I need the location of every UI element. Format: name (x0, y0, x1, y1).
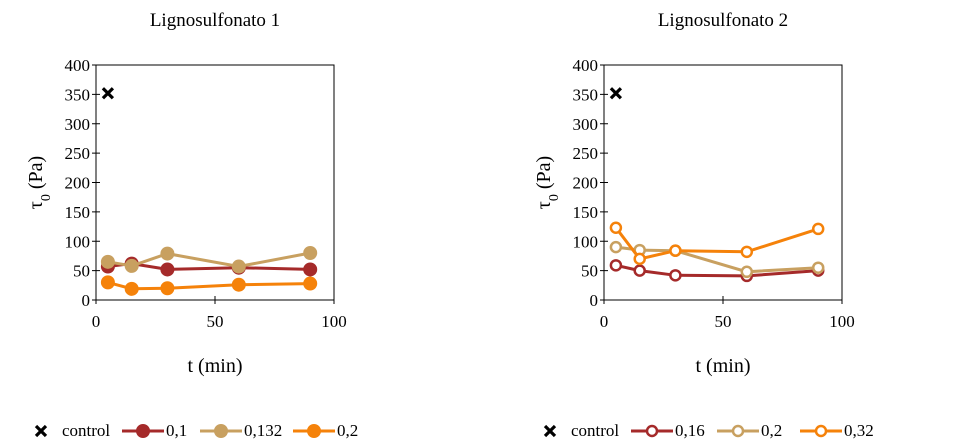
x-tick-label: 0 (92, 312, 101, 331)
y-tick-label: 0 (82, 291, 91, 310)
legend-label: 0,1 (166, 421, 187, 440)
legend-marker (307, 424, 321, 438)
y-tick-label: 150 (65, 203, 91, 222)
y-tick-label: 400 (573, 56, 599, 75)
legend-label: 0,2 (337, 421, 358, 440)
y-tick-label: 0 (590, 291, 599, 310)
legend-control-marker (543, 424, 557, 438)
legend-control-label: control (62, 421, 110, 440)
legend-marker (645, 424, 659, 438)
data-point (740, 245, 754, 259)
legend-label: 0,132 (244, 421, 282, 440)
y-tick-label: 50 (581, 262, 598, 281)
legend-label: 0,16 (675, 421, 705, 440)
data-point (811, 261, 825, 274)
data-point (303, 262, 318, 277)
y-tick-label: 300 (573, 115, 599, 134)
chart-panel-2: Lignosulfonato 2 0 50 100 150 200 250 300 350 400… (533, 10, 874, 440)
data-point (633, 264, 646, 277)
y-tick-label: 250 (573, 144, 599, 163)
control-point (101, 87, 115, 100)
y-tick-label: 200 (573, 174, 599, 193)
data-point (124, 281, 139, 296)
y-tick-label: 350 (65, 85, 91, 104)
y-tick-label: 150 (573, 203, 599, 222)
data-point (160, 246, 175, 261)
legend-marker (731, 424, 745, 438)
y-tick-label: 100 (65, 232, 91, 251)
x-tick-label: 100 (321, 312, 347, 331)
y-tick-label: 300 (65, 115, 91, 134)
chart-title: Lignosulfonato 2 (658, 10, 788, 31)
data-point (160, 262, 175, 277)
legend-marker (136, 424, 150, 438)
y-tick-label: 50 (73, 262, 90, 281)
control-point (609, 87, 623, 100)
data-point (669, 244, 682, 257)
y-tick-label: 100 (573, 232, 599, 251)
legend-label: 0,2 (761, 421, 782, 440)
y-tick-label: 400 (65, 56, 91, 75)
chart-title: Lignosulfonato 1 (150, 10, 280, 31)
data-point (100, 254, 115, 269)
data-point (231, 259, 246, 274)
data-point (609, 221, 623, 234)
data-point (609, 240, 623, 254)
y-tick-label: 250 (65, 144, 91, 163)
legend: control 0,1 0,132 0,2 (34, 421, 358, 440)
y-axis-label: τ0 (Pa) (25, 156, 54, 209)
data-point (633, 252, 646, 266)
data-point (100, 275, 115, 290)
legend: control 0,16 0,2 0,32 (543, 421, 874, 440)
chart-panel-1: Lignosulfonato 1 0 50 100 150 200 250 300 350 400… (25, 10, 358, 440)
data-point (740, 265, 754, 279)
data-point (609, 259, 623, 272)
legend-control-label: control (571, 421, 619, 440)
x-tick-label: 0 (600, 312, 609, 331)
data-point (811, 222, 825, 236)
data-point (303, 246, 318, 260)
series-line-0,32 (614, 226, 819, 261)
legend-marker (214, 424, 228, 438)
y-axis-label: τ0 (Pa) (533, 156, 562, 209)
y-tick-label: 200 (65, 174, 91, 193)
data-point (160, 281, 175, 296)
legend-control-marker (34, 424, 48, 438)
x-tick-label: 50 (207, 312, 224, 331)
y-tick-label: 350 (573, 85, 599, 104)
x-axis-label: t (min) (696, 355, 751, 377)
legend-marker (814, 424, 828, 438)
x-tick-label: 100 (829, 312, 855, 331)
data-point (303, 276, 318, 291)
x-tick-label: 50 (715, 312, 732, 331)
x-axis-label: t (min) (188, 355, 243, 377)
legend-label: 0,32 (844, 421, 874, 440)
data-point (669, 269, 682, 282)
data-point (124, 258, 139, 273)
data-point (231, 277, 246, 292)
